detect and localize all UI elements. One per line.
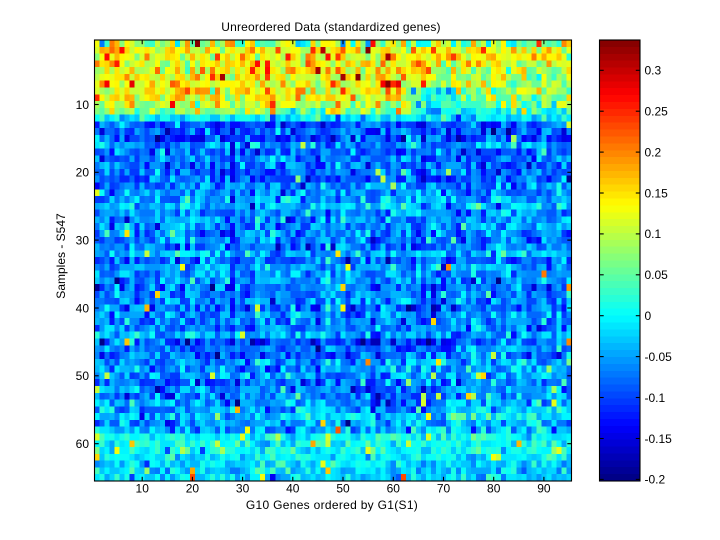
svg-text:G10 Genes ordered by G1(S1): G10 Genes ordered by G1(S1) — [246, 498, 418, 512]
svg-text:-0.15: -0.15 — [645, 432, 673, 446]
svg-text:60: 60 — [76, 437, 90, 451]
svg-text:40: 40 — [286, 482, 300, 496]
svg-text:60: 60 — [387, 482, 401, 496]
svg-text:20: 20 — [76, 166, 90, 180]
svg-text:40: 40 — [76, 301, 90, 315]
svg-text:Unreordered Data (standardized: Unreordered Data (standardized genes) — [221, 20, 441, 34]
svg-text:30: 30 — [76, 233, 90, 247]
svg-text:0.2: 0.2 — [645, 145, 662, 159]
svg-text:20: 20 — [186, 482, 200, 496]
svg-text:80: 80 — [487, 482, 501, 496]
svg-text:0.1: 0.1 — [645, 227, 662, 241]
svg-text:30: 30 — [236, 482, 250, 496]
svg-text:50: 50 — [76, 369, 90, 383]
svg-text:70: 70 — [437, 482, 451, 496]
svg-text:10: 10 — [136, 482, 150, 496]
svg-text:-0.2: -0.2 — [645, 473, 666, 487]
svg-text:-0.1: -0.1 — [645, 391, 666, 405]
svg-text:10: 10 — [76, 98, 90, 112]
svg-text:Samples - S547: Samples - S547 — [54, 213, 68, 299]
svg-text:0.15: 0.15 — [645, 186, 669, 200]
svg-text:0.25: 0.25 — [645, 105, 669, 119]
svg-text:90: 90 — [537, 482, 551, 496]
svg-text:-0.05: -0.05 — [645, 350, 673, 364]
svg-text:0: 0 — [645, 309, 652, 323]
svg-text:0.05: 0.05 — [645, 268, 669, 282]
svg-text:0.3: 0.3 — [645, 64, 662, 78]
svg-text:50: 50 — [336, 482, 350, 496]
